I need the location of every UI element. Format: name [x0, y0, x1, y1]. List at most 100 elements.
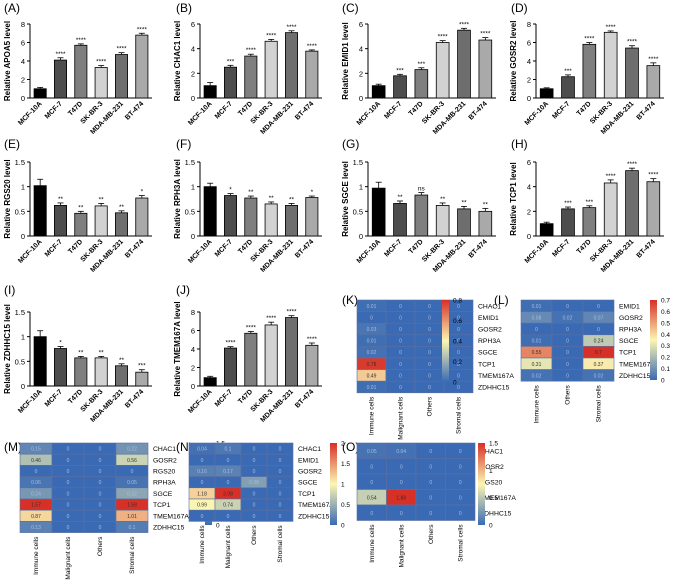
x-tick-label: T47D — [237, 100, 254, 117]
x-tick-label: BT-474 — [124, 238, 145, 259]
panel-label: (A) — [4, 1, 20, 15]
cell-value: 0.24 — [31, 491, 41, 497]
cell-value: 0 — [67, 458, 70, 464]
row-label: EMID1 — [478, 315, 499, 322]
panel-label: (E) — [4, 137, 20, 151]
cell-value: 0 — [566, 304, 569, 310]
bar-MCF-10A — [33, 88, 47, 99]
cell-value: 0 — [400, 464, 403, 470]
y-tick-label: 1 — [21, 333, 25, 342]
x-tick-label: MCF-10A — [187, 388, 213, 414]
y-tick-label: 6 — [359, 20, 363, 29]
bar-BT-474 — [305, 50, 319, 99]
significance-mark: ** — [99, 349, 105, 356]
column-label: Stromal cells — [129, 536, 136, 574]
panel-label: (D) — [511, 1, 528, 15]
x-tick-label: MCF-7 — [214, 388, 234, 408]
column-label: Immune cells — [369, 396, 376, 435]
bar-BT-474 — [646, 65, 661, 99]
bar-SK-BR-3 — [603, 31, 618, 99]
cell-value: 0.01 — [367, 385, 377, 391]
panel-label: (L) — [494, 293, 509, 307]
row-label: CHAC1 — [480, 448, 503, 455]
row-label: ZDHHC15 — [153, 525, 185, 532]
y-tick-label: 4 — [527, 183, 531, 192]
y-axis-title: Relative RGS20 level — [3, 159, 12, 238]
cell-value: 0 — [67, 525, 70, 531]
panel-label: (G) — [342, 137, 359, 151]
significance-mark: * — [229, 187, 232, 194]
cell-value: 0.04 — [396, 449, 406, 455]
significance-mark: * — [59, 340, 62, 347]
panel-label: (N) — [176, 440, 193, 454]
cell-value: 0 — [279, 458, 282, 464]
column-label: Immune cells — [534, 384, 541, 423]
cell-value: 0.54 — [367, 495, 377, 501]
significance-mark: **** — [116, 46, 127, 53]
cell-value: 0 — [566, 350, 569, 356]
cell-value: 0 — [429, 464, 432, 470]
colorbar-tick-label: 0.5 — [661, 320, 670, 327]
cell-value: 0 — [253, 491, 256, 497]
colorbar-tick-label: 0 — [341, 523, 345, 530]
bar-chart-7: (H) 0 2 4 6 Relative TCP1 level MCF-10A *** MCF-… — [509, 137, 664, 274]
column-label: Stromal cells — [596, 384, 603, 422]
y-tick-label: 1.5 — [353, 158, 363, 167]
significance-mark: **** — [96, 59, 107, 66]
colorbar — [442, 300, 449, 382]
cell-value: 0 — [428, 327, 431, 333]
significance-mark: **** — [480, 31, 491, 38]
row-label: TMEM167A — [478, 373, 514, 380]
y-tick-label: 6 — [21, 39, 25, 48]
x-tick-label: T47D — [408, 238, 425, 255]
significance-mark: ** — [78, 349, 84, 356]
colorbar-tick-label: 2 — [341, 441, 345, 448]
heatmap-O: (O) 0.05 0.04 0 0 0 0 0 0 0 0 0 0 0.54 1.88 0 0 0 0 0 0 CHAC1… — [342, 440, 516, 568]
cell-value: 0 — [201, 480, 204, 486]
cell-value: 0 — [99, 491, 102, 497]
cell-value: 0 — [399, 339, 402, 345]
cell-value: 0 — [67, 447, 70, 453]
colorbar-tick-label: 1 — [489, 468, 493, 475]
row-label: TMEM167A — [153, 513, 189, 520]
y-tick-label: 4 — [21, 57, 25, 66]
cell-value: 0 — [99, 480, 102, 486]
x-tick-label: MCF-7 — [214, 238, 234, 258]
heatmap-cell — [443, 380, 474, 394]
y-axis-title: Relative GOSR2 level — [509, 21, 518, 102]
cell-value: 0 — [428, 385, 431, 391]
bar-MCF-7 — [223, 195, 237, 237]
row-label: GOSR2 — [480, 464, 504, 471]
colorbar-tick-label: 1 — [341, 482, 345, 489]
panel-label: (I) — [4, 283, 15, 297]
bar-MDA-MB-231 — [625, 170, 639, 237]
bar-BT-474 — [135, 34, 149, 99]
significance-mark: **** — [225, 340, 236, 347]
cell-value: 0 — [566, 373, 569, 379]
cell-value: 0 — [459, 480, 462, 486]
y-tick-label: 0 — [527, 94, 531, 103]
bar-MCF-7 — [54, 205, 68, 237]
row-label: TMEM167A — [619, 361, 655, 368]
heatmap-cell — [266, 509, 294, 522]
x-tick-label: BT-474 — [124, 388, 145, 409]
cell-value: 0 — [457, 350, 460, 356]
cell-value: 0 — [253, 458, 256, 464]
cell-value: 0.01 — [367, 339, 377, 345]
bar-MCF-7 — [223, 66, 237, 99]
x-tick-label: BT-474 — [294, 238, 315, 259]
colorbar-tick-label: 0 — [453, 380, 457, 387]
column-label: Others — [565, 384, 572, 404]
bar-T47D — [582, 43, 597, 99]
row-label: ZDHHC15 — [478, 385, 510, 392]
significance-mark: **** — [459, 21, 470, 28]
cell-value: 0 — [99, 514, 102, 520]
row-label: ZDHHC15 — [480, 510, 512, 517]
bar-T47D — [414, 69, 429, 99]
y-tick-label: 6 — [527, 158, 531, 167]
bar-MCF-10A — [539, 223, 554, 237]
y-tick-label: 8 — [527, 20, 531, 29]
panel-label: (F) — [176, 137, 191, 151]
colorbar-tick-label: 0 — [489, 523, 493, 530]
